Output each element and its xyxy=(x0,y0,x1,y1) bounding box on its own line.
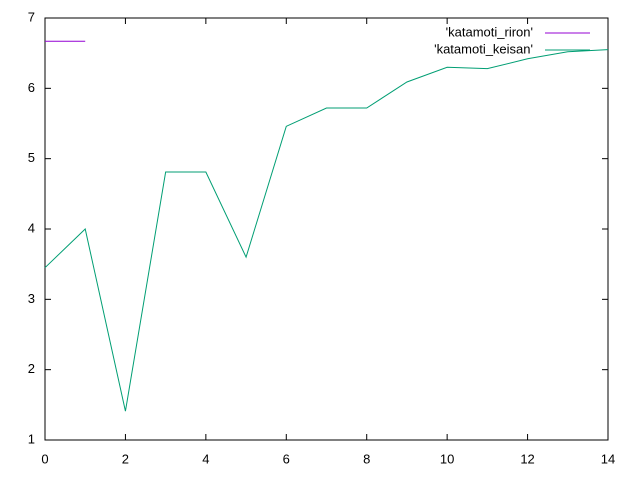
y-tick-label: 5 xyxy=(28,150,35,165)
x-tick-label: 12 xyxy=(520,451,534,466)
y-tick-label: 3 xyxy=(28,291,35,306)
x-tick-label: 10 xyxy=(440,451,454,466)
x-tick-label: 2 xyxy=(122,451,129,466)
plot-border xyxy=(44,17,609,441)
y-tick-label: 1 xyxy=(28,431,35,446)
y-tick-label: 4 xyxy=(28,220,35,235)
x-tick-label: 4 xyxy=(202,451,209,466)
y-tick-label: 6 xyxy=(28,80,35,95)
y-tick-label: 2 xyxy=(28,361,35,376)
x-tick-label: 14 xyxy=(601,451,615,466)
x-tick-label: 0 xyxy=(41,451,48,466)
series-line xyxy=(44,49,609,412)
y-tick-label: 7 xyxy=(28,9,35,24)
legend-label: 'katamoti_keisan' xyxy=(434,41,533,56)
legend-label: 'katamoti_riron' xyxy=(446,24,533,39)
x-tick-label: 6 xyxy=(283,451,290,466)
x-tick-label: 8 xyxy=(363,451,370,466)
